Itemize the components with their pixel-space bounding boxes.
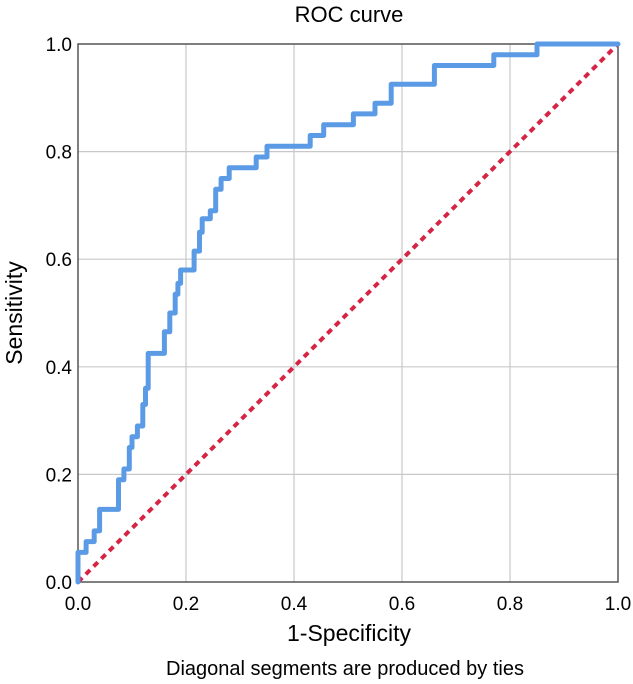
y-tick-label: 0.0 xyxy=(46,573,72,594)
x-tick-label: 1.0 xyxy=(605,594,631,615)
roc-curve-line xyxy=(75,41,621,585)
x-tick-labels: 0.0 0.2 0.4 0.6 0.8 1.0 xyxy=(65,594,631,615)
plot-frame xyxy=(77,43,619,583)
x-tick-label: 0.8 xyxy=(497,594,523,615)
y-tick-label: 1.0 xyxy=(46,35,72,56)
y-tick-label: 0.6 xyxy=(46,250,72,271)
y-tick-label: 0.4 xyxy=(46,358,73,379)
y-tick-label: 0.2 xyxy=(46,465,72,486)
y-tick-label: 0.8 xyxy=(46,143,72,164)
x-tick-label: 0.2 xyxy=(173,594,199,615)
y-axis-label: Sensitivity xyxy=(1,261,27,365)
x-tick-label: 0.6 xyxy=(389,594,415,615)
series-layer xyxy=(75,41,621,585)
grid xyxy=(78,44,618,582)
x-tick-label: 0.4 xyxy=(281,594,308,615)
x-axis-label: 1-Specificity xyxy=(287,620,411,646)
chart-title: ROC curve xyxy=(295,2,404,27)
x-tick-label: 0.0 xyxy=(65,594,91,615)
chart-footnote: Diagonal segments are produced by ties xyxy=(166,658,524,680)
y-tick-labels: 0.0 0.2 0.4 0.6 0.8 1.0 xyxy=(46,35,73,594)
